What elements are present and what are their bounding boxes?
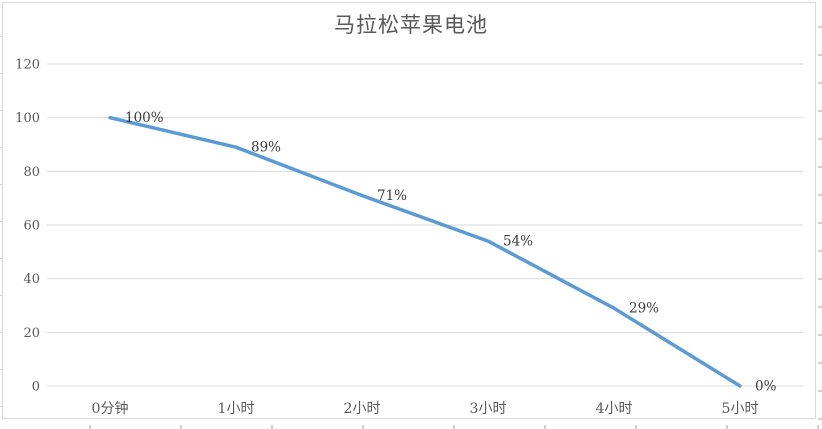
data-point-label: 100% (125, 110, 164, 126)
x-axis-tick-label: 1小时 (218, 401, 255, 417)
data-point-label: 71% (377, 188, 407, 204)
x-axis-tick-label: 3小时 (470, 401, 507, 417)
spreadsheet-column-gridline-remnants-bottom (0, 425, 822, 429)
data-point-label: 29% (629, 301, 659, 317)
data-point-label: 0% (755, 379, 777, 395)
y-axis-tick-label: 40 (23, 272, 40, 287)
y-axis-tick-label: 80 (23, 165, 40, 180)
y-axis-tick-label: 100 (15, 111, 40, 126)
spreadsheet-row-gridline-remnants-right (818, 0, 822, 421)
x-axis-tick-label: 5小时 (722, 401, 759, 417)
y-axis-tick-label: 0 (32, 380, 40, 395)
x-axis-tick-label: 4小时 (596, 401, 633, 417)
y-axis-tick-label: 60 (23, 219, 40, 234)
data-point-label: 54% (503, 234, 533, 250)
y-axis-tick-label: 20 (23, 326, 40, 341)
battery-data-line (108, 115, 742, 388)
y-axis-tick-label: 120 (15, 58, 40, 73)
spreadsheet-row-gridline-remnants-left (0, 0, 3, 421)
data-point-label: 89% (251, 140, 281, 156)
x-axis-tick-label: 2小时 (344, 401, 381, 417)
chart-title: 马拉松苹果电池 (334, 13, 488, 37)
x-axis-tick-label: 0分钟 (92, 400, 129, 417)
